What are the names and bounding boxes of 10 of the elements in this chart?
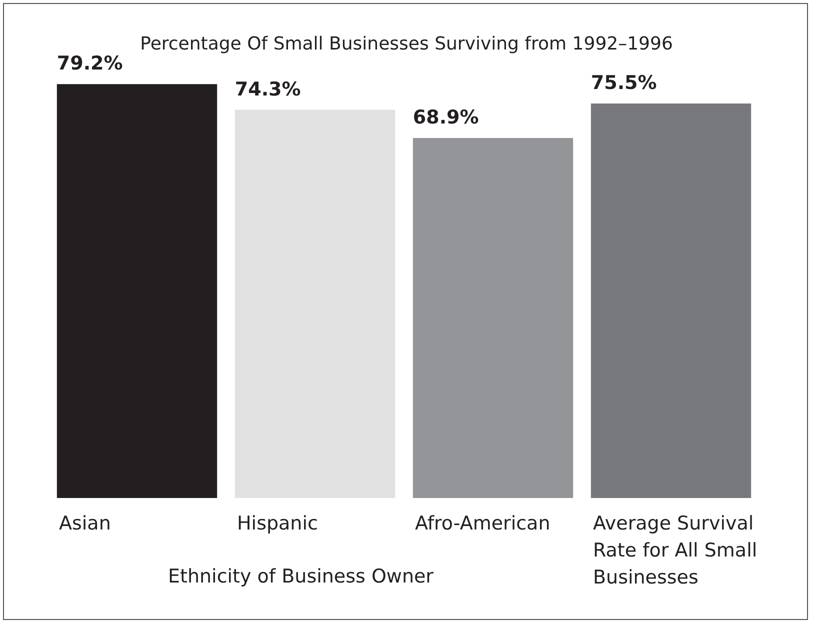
data-label: 79.2% — [56, 52, 123, 75]
chart-title: Percentage Of Small Businesses Surviving from 1992–1996 — [140, 34, 673, 54]
x-tick-label: Afro-American — [415, 512, 550, 534]
x-tick-label: Hispanic — [237, 512, 318, 534]
x-axis-title: Ethnicity of Business Owner — [168, 566, 434, 588]
data-label: 68.9% — [412, 106, 479, 128]
x-tick-label: Asian — [59, 512, 111, 534]
data-label: 74.3% — [234, 78, 301, 100]
data-label: 75.5% — [590, 72, 657, 94]
x-tick-label: Average Survival Rate for All Small Businesses — [593, 512, 764, 588]
